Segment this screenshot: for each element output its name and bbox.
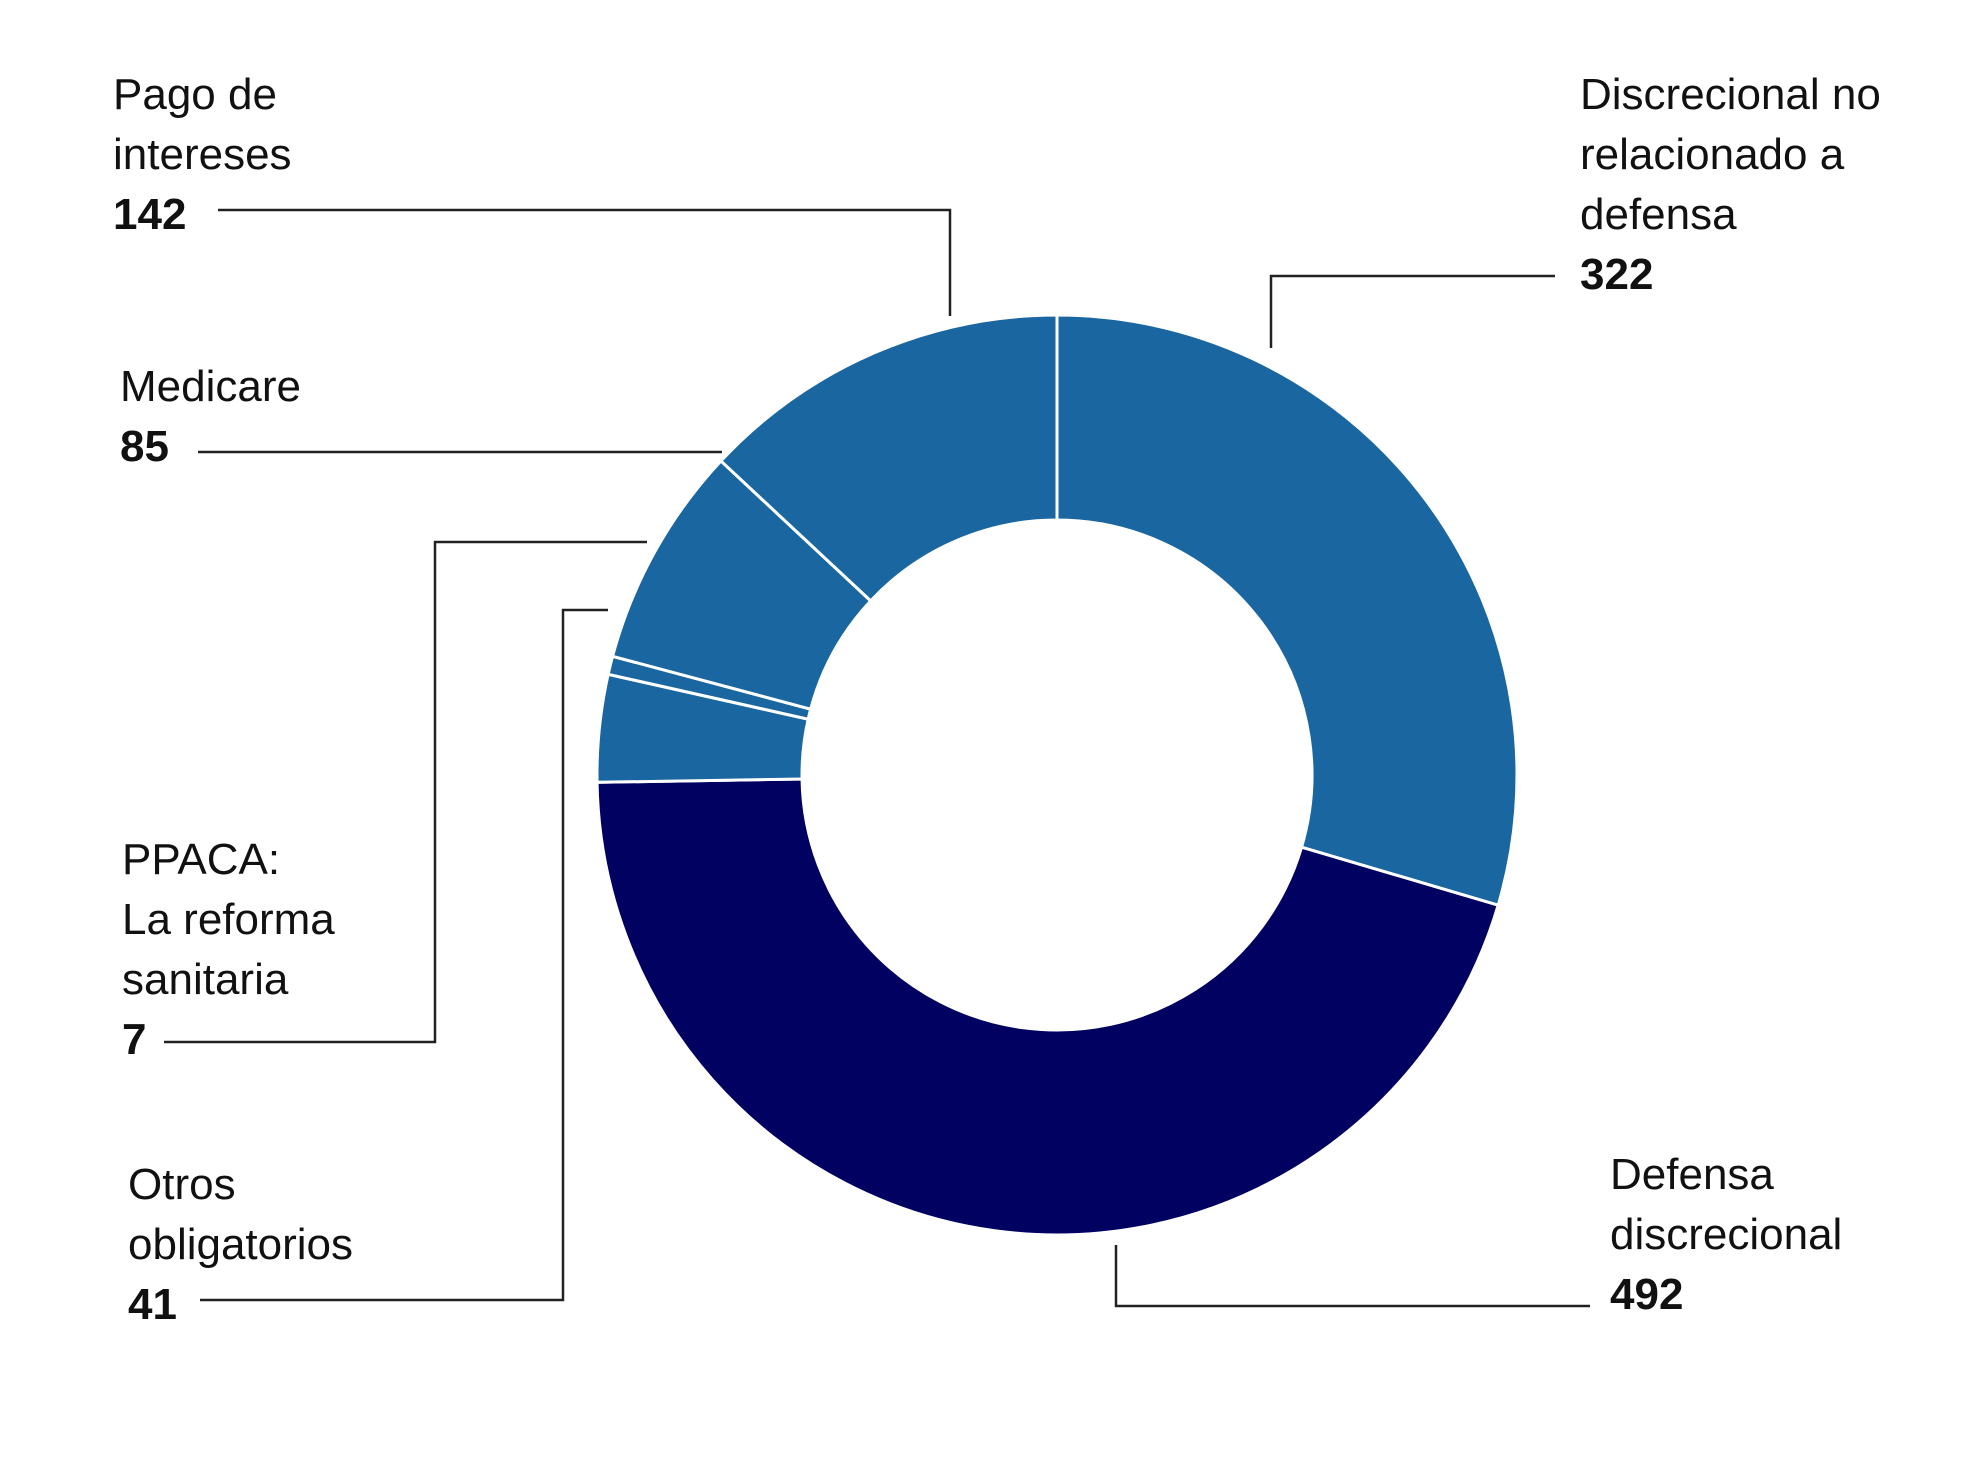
label-line: relacionado a — [1580, 130, 1845, 179]
label-value-pago-de-intereses: 142 — [113, 190, 187, 239]
label-name-pago-de-intereses: Pago de intereses — [113, 65, 292, 185]
label-line: Discrecional no — [1580, 70, 1881, 119]
label-discrecional-no-relacionado-a-defensa: Discrecional no relacionado a defensa 322 — [1580, 65, 1881, 305]
label-medicare: Medicare 85 — [120, 357, 301, 477]
label-name-discrecional-no-relacionado-a-defensa: Discrecional no relacionado a defensa — [1580, 65, 1881, 245]
leader-line-discrecional-no-relacionado-a-defensa — [1269, 274, 1555, 348]
label-name-otros-obligatorios: Otros obligatorios — [128, 1155, 353, 1275]
leader-line-pago-de-intereses — [218, 208, 952, 316]
label-otros-obligatorios: Otros obligatorios 41 — [128, 1155, 353, 1335]
leader-line-defensa-discrecional — [1114, 1245, 1590, 1308]
label-name-medicare: Medicare — [120, 357, 301, 417]
slice-defensa-discrecional — [595, 777, 1501, 1237]
label-name-ppaca-la-reforma-sanitaria: PPACA: La reforma sanitaria — [122, 830, 335, 1010]
leader-line-ppaca-la-reforma-sanitaria — [164, 540, 647, 1044]
label-line: obligatorios — [128, 1220, 354, 1269]
label-line: intereses — [113, 130, 292, 179]
label-value-defensa-discrecional: 492 — [1610, 1270, 1684, 1319]
leader-lines — [164, 208, 1590, 1308]
label-line: discrecional — [1610, 1210, 1843, 1259]
donut-slices — [595, 313, 1519, 1237]
label-defensa-discrecional: Defensa discrecional 492 — [1610, 1145, 1842, 1325]
label-name-defensa-discrecional: Defensa discrecional — [1610, 1145, 1842, 1265]
slice-pago-de-intereses — [718, 313, 1059, 604]
label-ppaca-la-reforma-sanitaria: PPACA: La reforma sanitaria 7 — [122, 830, 335, 1070]
label-line: PPACA: — [122, 835, 281, 884]
label-value-discrecional-no-relacionado-a-defensa: 322 — [1580, 250, 1654, 299]
label-line: Defensa — [1610, 1150, 1774, 1199]
slice-discrecional-no-relacionado-a-defensa — [1055, 313, 1519, 908]
label-line: La reforma — [122, 895, 335, 944]
label-value-ppaca-la-reforma-sanitaria: 7 — [122, 1015, 147, 1064]
label-value-otros-obligatorios: 41 — [128, 1280, 177, 1329]
label-pago-de-intereses: Pago de intereses 142 — [113, 65, 292, 245]
label-line: defensa — [1580, 190, 1737, 239]
label-line: Otros — [128, 1160, 236, 1209]
leader-line-otros-obligatorios — [200, 608, 608, 1302]
label-line: sanitaria — [122, 955, 289, 1004]
label-line: Medicare — [120, 362, 301, 411]
label-value-medicare: 85 — [120, 422, 169, 471]
label-line: Pago de — [113, 70, 277, 119]
